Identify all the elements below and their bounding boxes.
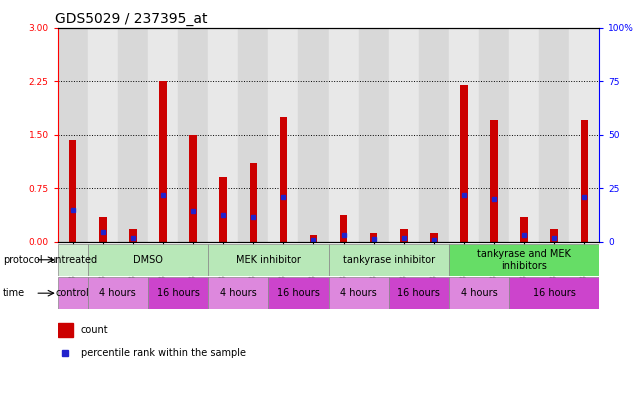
Bar	[388, 277, 449, 309]
Text: 16 hours: 16 hours	[277, 288, 320, 298]
Text: time: time	[3, 288, 26, 298]
Bar	[400, 229, 408, 242]
Bar	[189, 134, 197, 242]
Text: 4 hours: 4 hours	[99, 288, 137, 298]
Bar	[58, 277, 88, 309]
Bar	[118, 28, 148, 242]
Bar	[88, 28, 118, 242]
Bar	[208, 28, 238, 242]
Bar	[370, 233, 378, 242]
Bar	[58, 28, 88, 242]
Bar	[449, 28, 479, 242]
Text: 4 hours: 4 hours	[340, 288, 377, 298]
Bar	[310, 235, 317, 242]
Bar	[129, 229, 137, 242]
Bar	[279, 117, 287, 242]
Text: 4 hours: 4 hours	[220, 288, 256, 298]
Bar	[509, 277, 599, 309]
Text: DMSO: DMSO	[133, 255, 163, 265]
Bar	[148, 28, 178, 242]
Bar	[419, 28, 449, 242]
Bar	[148, 277, 208, 309]
Text: tankyrase inhibitor: tankyrase inhibitor	[343, 255, 435, 265]
Bar	[58, 244, 88, 276]
Bar	[509, 28, 539, 242]
Bar	[88, 244, 208, 276]
Bar	[328, 244, 449, 276]
Bar	[99, 217, 106, 242]
Bar	[328, 277, 388, 309]
Bar	[249, 163, 257, 242]
Text: control: control	[56, 288, 90, 298]
Bar	[269, 277, 329, 309]
Bar	[479, 28, 509, 242]
Text: protocol: protocol	[3, 255, 43, 265]
Bar	[159, 81, 167, 242]
Bar	[460, 84, 468, 242]
Bar	[178, 28, 208, 242]
Bar	[58, 323, 73, 337]
Bar	[358, 28, 388, 242]
Text: count: count	[81, 325, 108, 335]
Bar	[581, 120, 588, 242]
Bar	[449, 244, 599, 276]
Text: MEK inhibitor: MEK inhibitor	[236, 255, 301, 265]
Bar	[88, 277, 148, 309]
Bar	[269, 28, 299, 242]
Text: GDS5029 / 237395_at: GDS5029 / 237395_at	[55, 13, 208, 26]
Text: tankyrase and MEK
inhibitors: tankyrase and MEK inhibitors	[477, 249, 571, 270]
Text: untreated: untreated	[49, 255, 97, 265]
Bar	[340, 215, 347, 242]
Bar	[490, 120, 498, 242]
Bar	[328, 28, 358, 242]
Text: percentile rank within the sample: percentile rank within the sample	[81, 347, 246, 358]
Bar	[219, 177, 227, 242]
Text: 4 hours: 4 hours	[461, 288, 497, 298]
Bar	[449, 277, 509, 309]
Bar	[569, 28, 599, 242]
Bar	[539, 28, 569, 242]
Text: 16 hours: 16 hours	[533, 288, 576, 298]
Bar	[388, 28, 419, 242]
Text: 16 hours: 16 hours	[156, 288, 199, 298]
Bar	[208, 244, 328, 276]
Bar	[238, 28, 269, 242]
Bar	[299, 28, 328, 242]
Text: 16 hours: 16 hours	[397, 288, 440, 298]
Bar	[208, 277, 269, 309]
Bar	[520, 217, 528, 242]
Bar	[430, 233, 438, 242]
Bar	[551, 229, 558, 242]
Bar	[69, 140, 76, 242]
